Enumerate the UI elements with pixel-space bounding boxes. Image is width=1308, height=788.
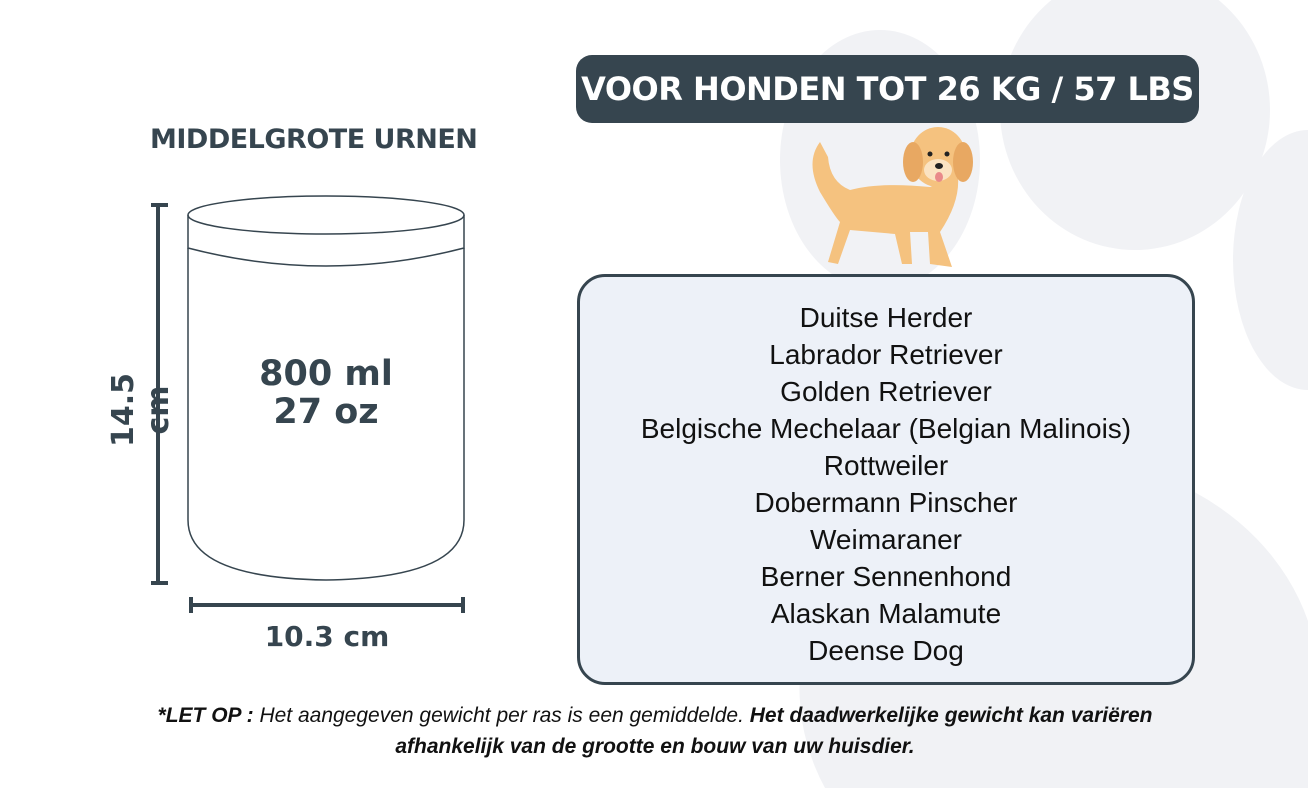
breed-item: Rottweiler bbox=[823, 450, 949, 481]
breed-item: Alaskan Malamute bbox=[770, 598, 1002, 629]
weight-banner: VOOR HONDEN TOT 26 KG / 57 LBS bbox=[576, 55, 1199, 123]
breed-item: Golden Retriever bbox=[780, 376, 992, 407]
urn-illustration bbox=[151, 195, 465, 613]
capacity-ml: 800 ml bbox=[259, 354, 393, 394]
note-text: Het aangegeven gewicht per ras is een ge… bbox=[253, 704, 750, 727]
note-bold-text: Het daadwerkelijke gewicht kan variëren … bbox=[395, 704, 1153, 758]
breed-item: Deense Dog bbox=[808, 635, 964, 666]
width-label: 10.3 cm bbox=[264, 620, 390, 653]
breed-item: Weimaraner bbox=[810, 524, 962, 555]
capacity-oz: 27 oz bbox=[273, 392, 379, 432]
urn-capacity: 800 ml 27 oz bbox=[188, 355, 464, 431]
breed-item: Berner Sennenhond bbox=[760, 561, 1012, 592]
breed-item: Dobermann Pinscher bbox=[754, 487, 1018, 518]
section-heading: MIDDELGROTE URNEN bbox=[150, 124, 478, 155]
breed-list: Duitse Herder Labrador Retriever Golden … bbox=[577, 274, 1195, 685]
breed-item: Labrador Retriever bbox=[769, 339, 1003, 370]
dog-icon bbox=[812, 127, 973, 267]
urn-body bbox=[187, 248, 465, 581]
urn-lid bbox=[187, 195, 465, 235]
breed-item: Belgische Mechelaar (Belgian Malinois) bbox=[640, 413, 1132, 444]
breed-item: Duitse Herder bbox=[799, 302, 973, 333]
height-label: 14.5 cm bbox=[106, 372, 176, 448]
note-lead: *LET OP : bbox=[157, 704, 254, 727]
disclaimer-note: *LET OP : Het aangegeven gewicht per ras… bbox=[150, 700, 1160, 762]
banner-text: VOOR HONDEN TOT 26 KG / 57 LBS bbox=[581, 70, 1194, 108]
